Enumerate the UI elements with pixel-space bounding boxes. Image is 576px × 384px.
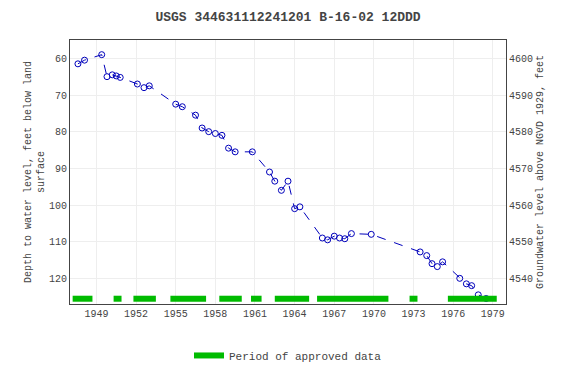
svg-text:1949: 1949: [84, 309, 108, 320]
svg-text:90: 90: [55, 164, 67, 175]
svg-text:1952: 1952: [124, 309, 148, 320]
svg-text:4590: 4590: [509, 91, 533, 102]
svg-text:1958: 1958: [203, 309, 227, 320]
svg-text:110: 110: [49, 237, 67, 248]
svg-text:4540: 4540: [509, 274, 533, 285]
svg-text:USGS 344631112241201 B-16-02 1: USGS 344631112241201 B-16-02 12DDD: [155, 10, 420, 25]
svg-text:120: 120: [49, 274, 67, 285]
svg-text:80: 80: [55, 127, 67, 138]
svg-text:4560: 4560: [509, 201, 533, 212]
svg-text:1979: 1979: [481, 309, 505, 320]
svg-text:1967: 1967: [322, 309, 346, 320]
svg-text:Groundwater level above NGVD 1: Groundwater level above NGVD 1929, feet: [535, 55, 546, 289]
svg-text:1976: 1976: [441, 309, 465, 320]
svg-text:4570: 4570: [509, 164, 533, 175]
svg-text:60: 60: [55, 54, 67, 65]
svg-text:1955: 1955: [164, 309, 188, 320]
svg-text:1973: 1973: [402, 309, 426, 320]
svg-text:1970: 1970: [362, 309, 386, 320]
svg-text:70: 70: [55, 91, 67, 102]
svg-text:Depth to water level, feet bel: Depth to water level, feet below landsur…: [23, 61, 47, 283]
svg-text:4600: 4600: [509, 54, 533, 65]
svg-text:Period of approved data: Period of approved data: [229, 351, 381, 363]
svg-text:4550: 4550: [509, 237, 533, 248]
svg-text:4580: 4580: [509, 127, 533, 138]
svg-text:100: 100: [49, 201, 67, 212]
svg-text:1961: 1961: [243, 309, 267, 320]
svg-text:1964: 1964: [283, 309, 307, 320]
